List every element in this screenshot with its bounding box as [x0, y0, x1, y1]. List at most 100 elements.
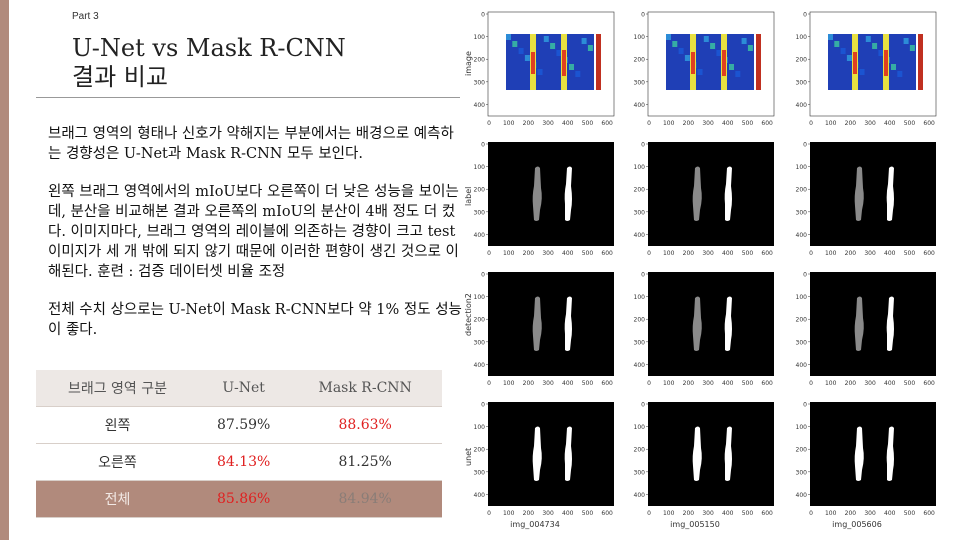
colorbar — [918, 34, 923, 90]
y-tick-label: 400 — [634, 102, 646, 109]
y-tick-label: 0 — [803, 12, 807, 19]
y-tick-label: 0 — [803, 142, 807, 149]
x-tick-label: 300 — [542, 120, 554, 127]
x-tick-label: 0 — [647, 250, 651, 257]
y-tick-label: 200 — [634, 317, 646, 324]
spectrogram-image — [666, 34, 754, 90]
segment-left — [854, 166, 864, 221]
mask-frame — [488, 272, 614, 376]
y-tick-label: 0 — [803, 402, 807, 409]
x-tick-label: 400 — [722, 510, 734, 517]
spectrogram-noise — [897, 71, 903, 77]
segment-left — [692, 166, 702, 221]
y-tick-label: 200 — [796, 57, 808, 64]
x-tick-label: 400 — [884, 510, 896, 517]
x-tick-label: 200 — [683, 510, 695, 517]
y-tick-label: 200 — [474, 317, 486, 324]
spectrogram-noise — [716, 50, 722, 56]
x-tick-label: 200 — [845, 380, 857, 387]
y-tick-label: 400 — [796, 492, 808, 499]
x-tick-label: 600 — [923, 510, 935, 517]
maskrcnn-value: 81.25% — [288, 443, 442, 481]
x-tick-label: 600 — [601, 250, 613, 257]
result-panel: 0 100 200 300 400 0 100 200 300 400 500 600 — [470, 270, 620, 390]
x-tick-label: 0 — [809, 250, 813, 257]
y-tick-label: 100 — [474, 164, 486, 171]
x-tick-label: 100 — [825, 120, 837, 127]
spectrogram-noise — [859, 69, 865, 75]
y-tick-label: 100 — [634, 164, 646, 171]
maskrcnn-value: 84.94% — [288, 480, 442, 518]
bragg-peak-left — [691, 52, 695, 74]
y-tick-label: 100 — [474, 294, 486, 301]
x-tick-label: 400 — [884, 380, 896, 387]
segment-left — [532, 166, 542, 221]
x-tick-label: 500 — [742, 250, 754, 257]
y-tick-label: 400 — [796, 102, 808, 109]
segment-right — [564, 296, 572, 351]
spectrogram-noise — [543, 36, 549, 42]
y-tick-label: 300 — [634, 79, 646, 86]
result-panel: 0 100 200 300 400 0 100 200 300 400 500 600 — [630, 270, 780, 390]
x-tick-label: 500 — [904, 380, 916, 387]
unet-value: 87.59% — [198, 406, 289, 444]
spectrogram-noise — [581, 38, 587, 44]
x-tick-label: 300 — [702, 120, 714, 127]
x-tick-label: 100 — [663, 250, 675, 257]
y-tick-label: 0 — [481, 12, 485, 19]
result-panel: 0 100 200 300 400 0 100 200 300 400 500 600 — [470, 400, 620, 520]
result-panel: 0 100 200 300 400 0 100 200 300 400 500 600 — [630, 140, 780, 260]
title-line-2: 결과 비교 — [72, 63, 168, 91]
column-label: img_005606 — [832, 520, 882, 529]
y-tick-label: 300 — [796, 469, 808, 476]
spectrogram-noise — [865, 36, 871, 42]
x-tick-label: 500 — [904, 120, 916, 127]
y-tick-label: 400 — [796, 362, 808, 369]
segment-right — [886, 426, 894, 481]
x-tick-label: 100 — [503, 510, 515, 517]
x-tick-label: 300 — [702, 510, 714, 517]
x-tick-label: 500 — [582, 120, 594, 127]
x-tick-label: 100 — [503, 120, 515, 127]
x-tick-label: 0 — [809, 380, 813, 387]
y-tick-label: 200 — [796, 447, 808, 454]
row-label: 오른쪽 — [36, 443, 199, 481]
segment-right — [564, 426, 572, 481]
y-tick-label: 400 — [634, 492, 646, 499]
y-tick-label: 100 — [796, 34, 808, 41]
segment-left — [692, 426, 702, 481]
y-tick-label: 0 — [641, 402, 645, 409]
bragg-peak-left — [531, 52, 535, 74]
mask-frame — [648, 142, 774, 246]
spectrogram-noise — [537, 69, 543, 75]
x-tick-label: 0 — [487, 510, 491, 517]
x-tick-label: 200 — [845, 510, 857, 517]
spectrogram-noise — [828, 34, 833, 40]
segment-left — [532, 426, 542, 481]
column-label: img_004734 — [510, 520, 560, 529]
x-tick-label: 100 — [663, 510, 675, 517]
y-tick-label: 100 — [474, 424, 486, 431]
spectrogram-noise — [840, 48, 846, 54]
spectrogram-image — [506, 34, 594, 90]
spectrogram-noise — [747, 45, 753, 51]
y-tick-label: 100 — [796, 294, 808, 301]
y-tick-label: 100 — [634, 424, 646, 431]
spectrogram-noise — [678, 48, 684, 54]
x-tick-label: 200 — [683, 380, 695, 387]
y-tick-label: 0 — [803, 272, 807, 279]
x-tick-label: 200 — [523, 120, 535, 127]
header-unet: U-Net — [198, 370, 289, 407]
x-tick-label: 600 — [761, 250, 773, 257]
x-tick-label: 200 — [845, 120, 857, 127]
x-tick-label: 600 — [601, 510, 613, 517]
y-tick-label: 300 — [474, 79, 486, 86]
result-panel: 0 100 200 300 400 0 100 200 300 400 500 600 — [792, 270, 942, 390]
y-tick-label: 100 — [634, 34, 646, 41]
y-tick-label: 400 — [474, 362, 486, 369]
y-tick-label: 300 — [796, 209, 808, 216]
x-tick-label: 0 — [809, 510, 813, 517]
paragraph-2: 왼쪽 브래그 영역에서의 mIoU보다 오른쪽이 더 낮은 성능을 보이는데, … — [48, 184, 459, 280]
x-tick-label: 300 — [702, 380, 714, 387]
x-tick-label: 0 — [647, 380, 651, 387]
